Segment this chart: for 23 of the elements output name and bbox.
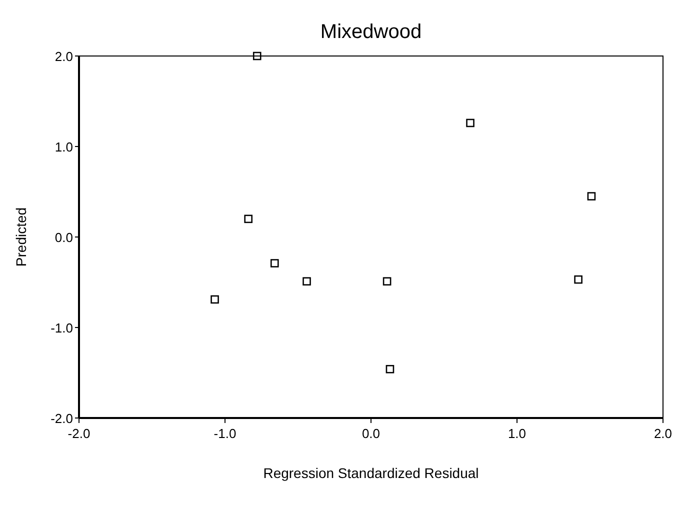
point [252,52,262,60]
x-axis-title: Regression Standardized Residual [263,465,479,481]
x-tick-label: 0.0 [362,426,380,441]
point [302,277,311,286]
point [466,118,474,128]
point [210,295,219,304]
y-tick-label: 0.0 [54,230,73,245]
point [382,277,392,286]
y-tick-label: -1.0 [50,320,73,336]
x-tick-label: -2.0 [68,426,90,441]
x-tick-label: 2.0 [654,426,672,441]
point [574,275,582,284]
y-axis-title: Predicted [13,207,29,267]
y-tick-label: -2.0 [50,411,73,426]
y-tick-label: 1.0 [54,140,73,154]
x-tick-label: 1.0 [508,426,526,441]
point [270,259,279,268]
x-tick-label: -1.0 [214,426,236,441]
point [244,214,253,224]
y-tick-label: 2.0 [54,49,73,64]
point [587,192,596,200]
point [386,364,394,374]
chart-title: Mixedwood [320,21,422,43]
